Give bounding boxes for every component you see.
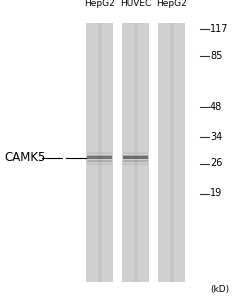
Bar [133, 22, 138, 282]
Text: 34: 34 [210, 131, 222, 142]
Bar [158, 22, 185, 282]
Bar [87, 160, 112, 162]
Text: 19: 19 [210, 188, 222, 199]
Bar [123, 160, 148, 162]
Bar [123, 163, 148, 165]
Bar [87, 152, 112, 154]
Text: HUVEC: HUVEC [120, 0, 151, 8]
Text: 85: 85 [210, 50, 222, 61]
Bar [86, 22, 113, 282]
Bar [87, 163, 112, 165]
Text: CAMK5: CAMK5 [5, 151, 46, 164]
Text: HepG2: HepG2 [84, 0, 115, 8]
Text: (kD): (kD) [210, 285, 229, 294]
Bar [123, 154, 148, 156]
Bar [123, 152, 148, 154]
Bar [122, 22, 149, 282]
Text: 48: 48 [210, 101, 222, 112]
Bar [123, 156, 148, 159]
Bar [169, 22, 174, 282]
Bar [97, 22, 102, 282]
Bar [87, 154, 112, 156]
Text: 26: 26 [210, 158, 222, 169]
Bar [87, 156, 112, 159]
Text: HepG2: HepG2 [156, 0, 187, 8]
Text: 117: 117 [210, 23, 228, 34]
